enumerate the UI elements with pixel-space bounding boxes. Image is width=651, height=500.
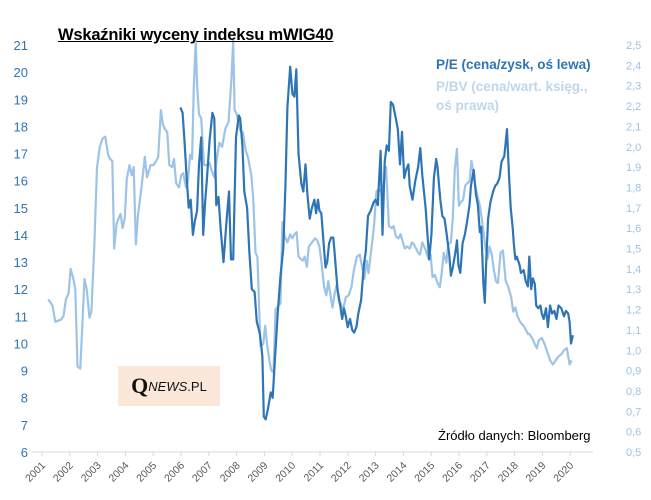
right-tick-label: 0,7 <box>626 406 641 418</box>
chart-title: Wskaźniki wyceny indeksu mWIG40 <box>58 26 334 44</box>
x-tick-label: 2005 <box>134 460 159 485</box>
right-tick-label: 1,3 <box>626 284 641 296</box>
left-tick-label: 13 <box>14 255 28 270</box>
x-tick-label: 2009 <box>246 460 271 485</box>
pbv-series-line <box>47 40 573 374</box>
left-tick-label: 16 <box>14 174 28 189</box>
right-tick-label: 0,9 <box>626 366 641 378</box>
series-lines <box>47 40 574 421</box>
left-tick-label: 6 <box>21 445 28 460</box>
left-tick-label: 18 <box>14 119 28 134</box>
x-axis: 2001 2002 2003 2004 2005 2006 2007 2008 2009 2010… <box>23 451 593 485</box>
right-tick-label: 2,0 <box>626 142 641 154</box>
right-tick-label: 1,8 <box>626 182 641 194</box>
left-tick-label: 21 <box>14 38 28 53</box>
right-tick-label: 1,6 <box>626 223 641 235</box>
left-tick-label: 14 <box>14 228 28 243</box>
x-tick-label: 2017 <box>468 460 493 485</box>
left-tick-label: 20 <box>14 65 28 80</box>
right-tick-label: 0,6 <box>626 427 641 439</box>
right-tick-label: 2,5 <box>626 40 641 52</box>
x-tick-label: 2018 <box>496 460 521 485</box>
x-tick-label: 2020 <box>551 460 576 485</box>
right-tick-label: 2,1 <box>626 121 641 133</box>
x-tick-label: 2003 <box>79 460 104 485</box>
x-tick-label: 2012 <box>329 460 354 485</box>
x-tick-label: 2019 <box>524 460 549 485</box>
x-tick-label: 2007 <box>190 460 215 485</box>
x-tick-label: 2004 <box>107 460 132 485</box>
right-axis: 0,5 0,6 0,7 0,8 0,9 1,0 1,1 1,2 1,3 1,4 1,5 1,6 1,7 1… <box>626 40 641 459</box>
x-tick-label: 2002 <box>51 460 76 485</box>
x-tick-label: 2006 <box>162 460 187 485</box>
x-tick-label: 2014 <box>385 460 410 485</box>
left-tick-label: 19 <box>14 92 28 107</box>
right-tick-label: 0,8 <box>626 386 641 398</box>
legend-pbv: P/BV (cena/wart. księg., oś prawa) <box>436 79 588 113</box>
source-note: Źródło danych: Bloomberg <box>438 428 591 443</box>
right-tick-label: 2,2 <box>626 101 641 113</box>
right-tick-label: 1,0 <box>626 345 641 357</box>
right-tick-label: 0,5 <box>626 447 641 459</box>
x-tick-label: 2013 <box>357 460 382 485</box>
right-tick-label: 1,2 <box>626 305 641 317</box>
legend-pe: P/E (cena/zysk, oś lewa) <box>436 57 591 72</box>
right-tick-label: 1,4 <box>626 264 641 276</box>
left-tick-label: 17 <box>14 147 28 162</box>
left-tick-label: 8 <box>21 391 28 406</box>
right-tick-label: 2,4 <box>626 60 641 72</box>
left-tick-label: 9 <box>21 364 28 379</box>
x-tick-label: 2016 <box>440 460 465 485</box>
x-tick-label: 2010 <box>273 460 298 485</box>
right-tick-label: 2,3 <box>626 81 641 93</box>
x-tick-label: 2011 <box>302 460 327 485</box>
x-tick-label: 2008 <box>218 460 243 485</box>
right-tick-label: 1,5 <box>626 244 641 256</box>
left-axis: 6 7 8 9 10 11 12 13 14 15 16 17 18 19 20 21 <box>14 38 28 460</box>
left-tick-label: 10 <box>14 336 28 351</box>
pe-series-line <box>179 65 574 421</box>
right-tick-label: 1,9 <box>626 162 641 174</box>
logo-q: Q <box>131 373 149 398</box>
qnews-logo: Q NEWS .PL <box>118 366 220 406</box>
right-tick-label: 1,7 <box>626 203 641 215</box>
x-tick-label: 2001 <box>23 460 48 485</box>
left-tick-label: 11 <box>15 309 29 324</box>
logo-news: NEWS <box>148 378 188 394</box>
logo-pl: .PL <box>187 378 207 394</box>
left-tick-label: 7 <box>21 418 28 433</box>
right-tick-label: 1,1 <box>626 325 641 337</box>
left-tick-label: 15 <box>14 201 28 216</box>
left-tick-label: 12 <box>14 282 28 297</box>
x-tick-label: 2015 <box>412 460 437 485</box>
